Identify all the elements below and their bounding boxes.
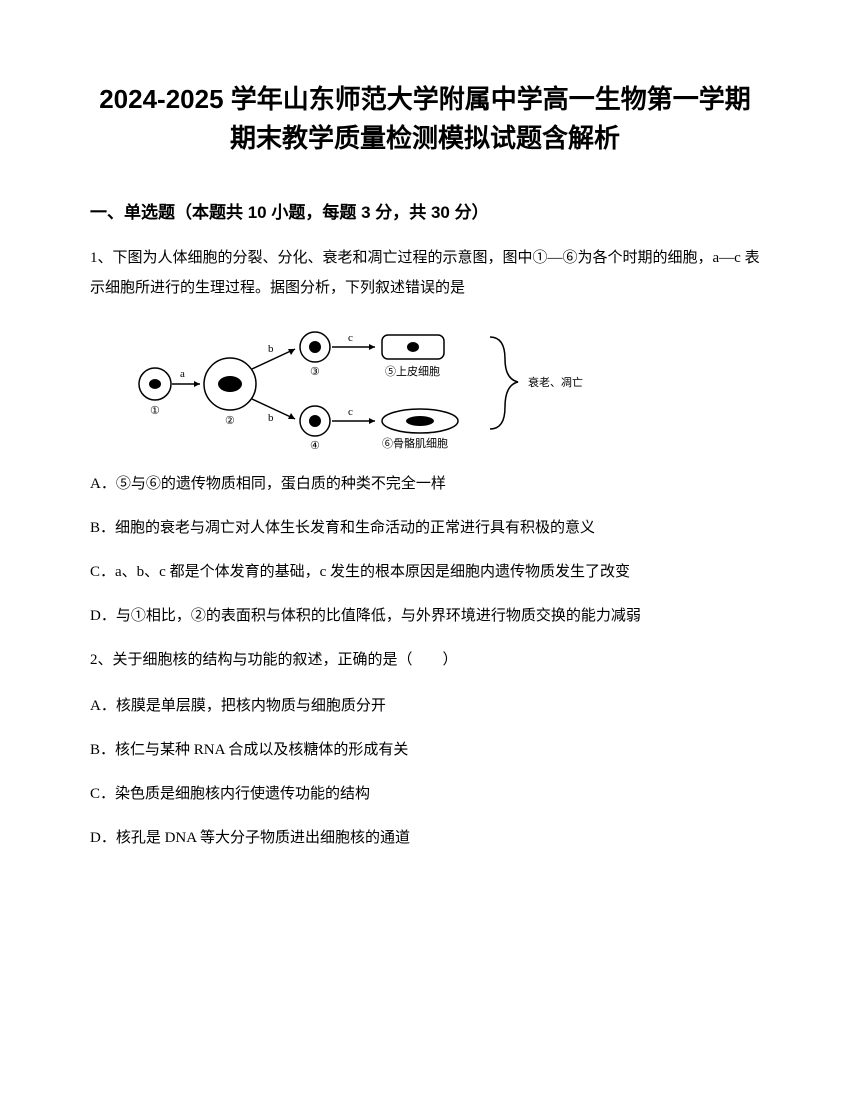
q1-option-b: B．细胞的衰老与凋亡对人体生长发育和生命活动的正常进行具有积极的意义 (90, 513, 760, 543)
q2-option-d: D．核孔是 DNA 等大分子物质进出细胞核的通道 (90, 823, 760, 853)
label-cell6: ⑥骨骼肌细胞 (382, 436, 448, 449)
label-cell3: ③ (310, 366, 320, 378)
label-arrow-c1: c (348, 332, 353, 344)
q2-option-c: C．染色质是细胞核内行使遗传功能的结构 (90, 779, 760, 809)
q2-option-b: B．核仁与某种 RNA 合成以及核糖体的形成有关 (90, 735, 760, 765)
document-title: 2024-2025 学年山东师范大学附属中学高一生物第一学期期末教学质量检测模拟… (90, 80, 760, 158)
label-aging: 衰老、凋亡 (528, 375, 583, 389)
q1-option-a: A．⑤与⑥的遗传物质相同，蛋白质的种类不完全一样 (90, 469, 760, 499)
q2-option-a: A．核膜是单层膜，把核内物质与细胞质分开 (90, 691, 760, 721)
label-arrow-b1: b (268, 343, 274, 355)
label-cell4: ④ (310, 440, 320, 449)
label-cell2: ② (225, 415, 235, 427)
cell-diagram: ① a ② b b ③ ④ c c ⑤上 (130, 319, 670, 449)
q1-option-c: C．a、b、c 都是个体发育的基础，c 发生的根本原因是细胞内遗传物质发生了改变 (90, 557, 760, 587)
section-header: 一、单选题（本题共 10 小题，每题 3 分，共 30 分） (90, 198, 760, 223)
label-arrow-b2: b (268, 412, 274, 424)
label-cell1: ① (150, 405, 160, 417)
label-arrow-a: a (180, 368, 185, 380)
question-2-text: 2、关于细胞核的结构与功能的叙述，正确的是（ ） (90, 645, 760, 675)
question-1-text: 1、下图为人体细胞的分裂、分化、衰老和凋亡过程的示意图，图中①—⑥为各个时期的细… (90, 243, 760, 303)
label-arrow-c2: c (348, 406, 353, 418)
label-cell5: ⑤上皮细胞 (385, 365, 440, 378)
q1-option-d: D．与①相比，②的表面积与体积的比值降低，与外界环境进行物质交换的能力减弱 (90, 601, 760, 631)
